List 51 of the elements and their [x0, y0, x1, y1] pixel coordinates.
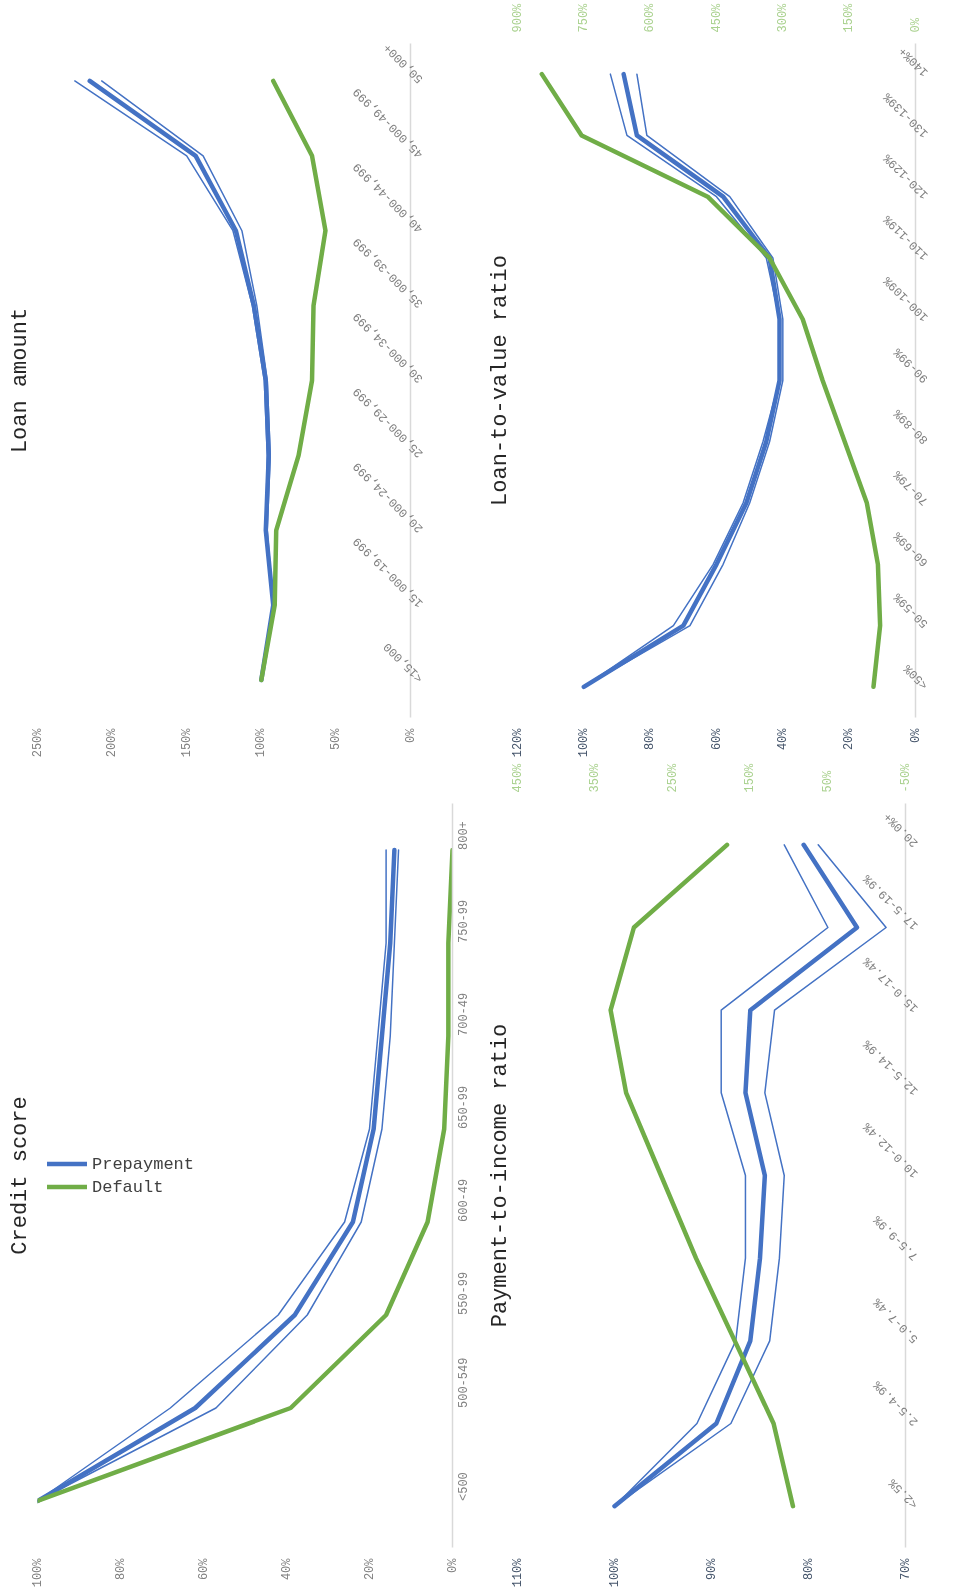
y-tick-label: 600-49 [456, 1178, 471, 1222]
x-tick-label: 0% [445, 1557, 460, 1573]
x-tick-label: 20% [362, 1557, 377, 1581]
text: Credit score [7, 1096, 33, 1255]
x-tick-label: 40% [775, 727, 790, 751]
x-tick-label: 250% [30, 727, 45, 758]
x2-tick-label: 450% [510, 762, 525, 793]
text: Payment-to-income ratio [487, 1023, 513, 1328]
x2-tick-label: -50% [898, 762, 913, 793]
text: Loan-to-value ratio [487, 255, 513, 506]
x2-tick-label: 250% [665, 762, 680, 793]
text: Loan amount [7, 307, 33, 454]
x2-tick-label: 150% [743, 762, 758, 793]
x-tick-label: 0% [403, 727, 418, 743]
x-tick-label: 90% [704, 1557, 719, 1581]
x2-tick-label: 0% [908, 17, 923, 33]
x-tick-label: 200% [105, 727, 120, 758]
x-tick-label: 100% [254, 727, 269, 758]
y-tick-label: 500-549 [456, 1357, 471, 1408]
x2-tick-label: 50% [820, 770, 835, 793]
y-tick-label: <500 [456, 1472, 471, 1501]
x2-tick-label: 150% [842, 2, 857, 33]
y-tick-label: 650-99 [456, 1085, 471, 1129]
x-tick-label: 80% [643, 727, 658, 751]
legend-label: Default [92, 1177, 164, 1196]
x2-tick-label: 450% [709, 2, 724, 33]
x2-tick-label: 350% [588, 762, 603, 793]
x-tick-label: 100% [30, 1557, 45, 1588]
x-tick-label: 40% [279, 1557, 294, 1581]
y-tick-label: 700-49 [456, 992, 471, 1036]
x-tick-label: 60% [196, 1557, 211, 1581]
x-tick-label: 110% [510, 1557, 525, 1588]
x-tick-label: 100% [576, 727, 591, 758]
x2-tick-label: 900% [510, 2, 525, 33]
x-tick-label: 20% [842, 727, 857, 751]
legend-label: Prepayment [92, 1154, 195, 1173]
x-tick-label: 120% [510, 727, 525, 758]
y-tick-label: 550-99 [456, 1271, 471, 1315]
x-tick-label: 60% [709, 727, 724, 751]
x-tick-label: 100% [607, 1557, 622, 1588]
x2-tick-label: 750% [576, 2, 591, 33]
x-tick-label: 150% [179, 727, 194, 758]
x-tick-label: 50% [328, 727, 343, 751]
x2-tick-label: 600% [643, 2, 658, 33]
y-tick-label: 750-99 [456, 899, 471, 943]
x-tick-label: 0% [908, 727, 923, 743]
x-tick-label: 70% [898, 1557, 913, 1581]
y-tick-label: 800+ [456, 821, 471, 850]
x-tick-label: 80% [113, 1557, 128, 1581]
x-tick-label: 80% [801, 1557, 816, 1581]
x2-tick-label: 300% [775, 2, 790, 33]
